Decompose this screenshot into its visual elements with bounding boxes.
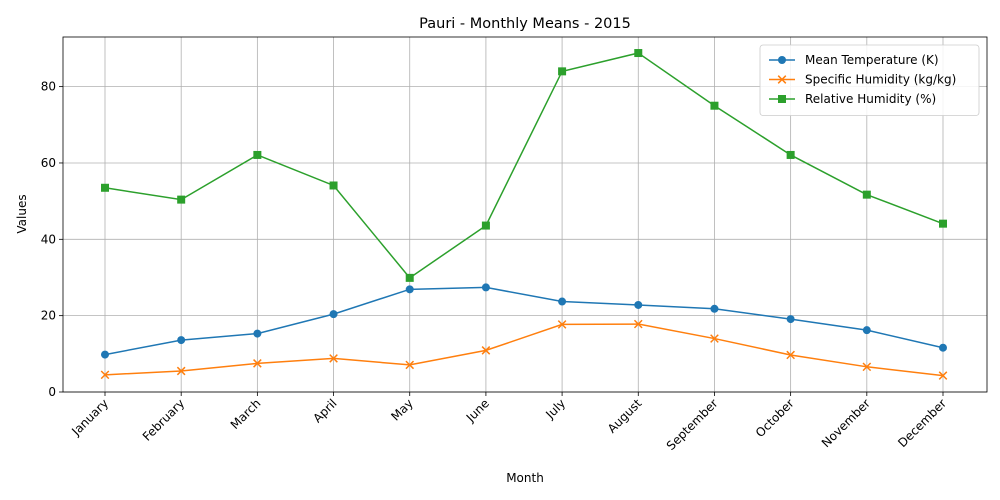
chart-title: Pauri - Monthly Means - 2015 xyxy=(419,16,631,32)
data-point xyxy=(101,183,109,192)
series-line xyxy=(104,323,944,377)
data-point xyxy=(557,320,567,329)
data-point xyxy=(939,219,947,228)
data-point xyxy=(101,350,109,359)
data-point xyxy=(710,304,719,313)
data-point xyxy=(938,371,948,380)
data-point xyxy=(405,273,414,282)
y-tick-label: 60 xyxy=(41,156,56,170)
data-point xyxy=(100,370,110,380)
data-point xyxy=(710,334,719,343)
data-point xyxy=(862,190,871,199)
y-tick-label: 20 xyxy=(41,309,56,323)
data-point xyxy=(405,285,414,294)
series-layer xyxy=(100,49,948,380)
data-point xyxy=(176,366,186,376)
legend-label: Relative Humidity (%) xyxy=(805,92,936,106)
data-point xyxy=(405,360,415,370)
data-point xyxy=(177,195,186,204)
y-tick-label: 80 xyxy=(41,80,56,94)
data-point xyxy=(786,150,795,159)
legend-marker xyxy=(778,95,786,103)
data-point xyxy=(329,310,338,319)
legend-box xyxy=(759,44,980,116)
y-axis-label: Values xyxy=(15,194,29,233)
legend-marker xyxy=(777,75,787,84)
data-point xyxy=(481,283,490,292)
data-point xyxy=(253,150,262,159)
plot-frame xyxy=(62,36,988,393)
data-point xyxy=(634,49,643,58)
data-point xyxy=(253,329,262,338)
data-point xyxy=(329,181,338,190)
data-point xyxy=(329,354,338,363)
data-point xyxy=(634,300,643,309)
series-line xyxy=(104,286,944,356)
data-point xyxy=(939,343,947,352)
data-point xyxy=(862,362,872,372)
series-group xyxy=(101,49,947,282)
data-point xyxy=(786,315,795,324)
legend-marker xyxy=(778,56,786,64)
data-point xyxy=(558,297,567,306)
y-tick-label: 0 xyxy=(48,385,56,399)
legend-label: Mean Temperature (K) xyxy=(805,53,939,67)
series-group xyxy=(101,283,947,359)
data-point xyxy=(253,359,262,368)
y-tick-label: 40 xyxy=(41,232,56,246)
data-point xyxy=(862,326,871,335)
data-point xyxy=(633,319,643,329)
series-line xyxy=(104,52,944,279)
data-point xyxy=(481,346,491,355)
series-group xyxy=(100,319,948,380)
data-point xyxy=(558,67,567,76)
data-point xyxy=(177,336,186,345)
data-point xyxy=(481,221,490,230)
x-axis-label: Month xyxy=(506,471,544,485)
legend-label: Specific Humidity (kg/kg) xyxy=(805,73,956,87)
data-point xyxy=(710,101,719,110)
data-point xyxy=(786,350,795,360)
legend: Mean Temperature (K) Specific Humidity (k… xyxy=(759,44,980,116)
